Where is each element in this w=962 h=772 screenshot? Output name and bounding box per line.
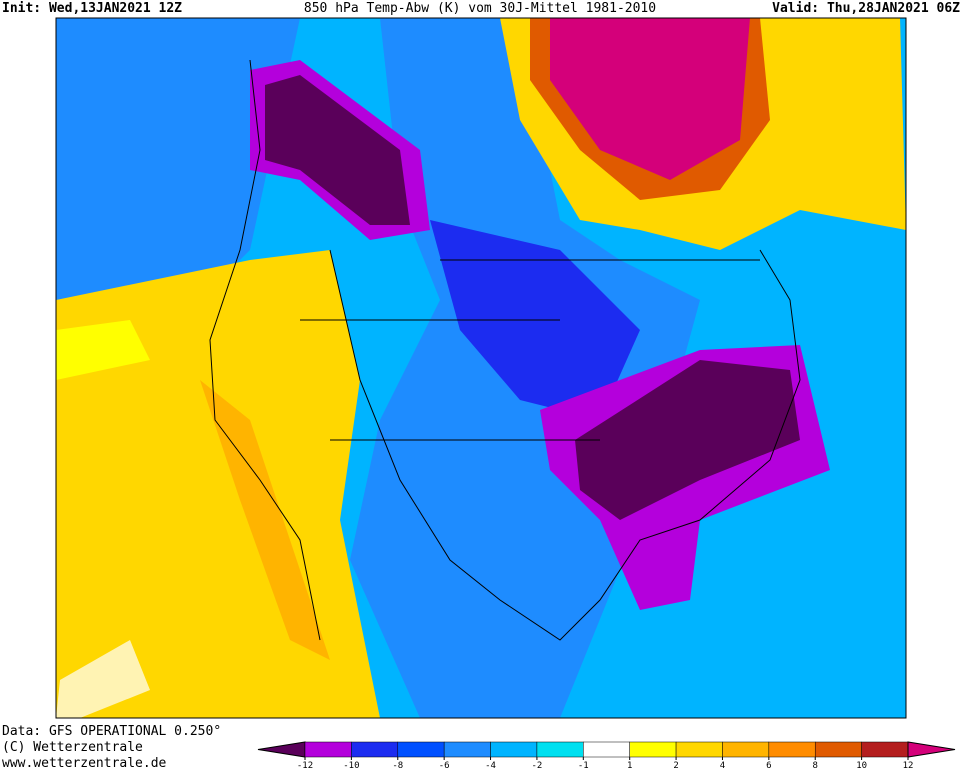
- colorbar-segment: [397, 741, 445, 758]
- colorbar-tick-label: -10: [343, 761, 359, 771]
- colorbar-segment: [722, 741, 770, 758]
- colorbar-low-end: [257, 741, 306, 758]
- colorbar-tick-label: -12: [297, 761, 313, 771]
- colorbar-tick-label: -1: [578, 761, 589, 771]
- colorbar-segment: [768, 741, 816, 758]
- colorbar-segment: [443, 741, 491, 758]
- colorbar-segment: [490, 741, 538, 758]
- website: www.wetterzentrale.de: [2, 756, 167, 771]
- colorbar-high-end: [907, 741, 956, 758]
- colorbar-segment: [304, 741, 352, 758]
- colorbar-segment: [536, 741, 584, 758]
- colorbar-segment: [351, 741, 399, 758]
- init-time: Init: Wed,13JAN2021 12Z: [2, 1, 182, 16]
- colorbar-tick-label: 8: [813, 761, 818, 771]
- colorbar-segment: [861, 741, 909, 758]
- colorbar-segment: [814, 741, 862, 758]
- colorbar-segment: [583, 741, 630, 758]
- valid-time: Valid: Thu,28JAN2021 06Z: [772, 1, 960, 16]
- copyright: (C) Wetterzentrale: [2, 740, 143, 755]
- colorbar-tick-label: -2: [532, 761, 543, 771]
- map-title: 850 hPa Temp-Abw (K) vom 30J-Mittel 1981…: [304, 1, 656, 16]
- colorbar-segment: [675, 741, 723, 758]
- colorbar-tick-label: -6: [439, 761, 450, 771]
- data-source: Data: GFS OPERATIONAL 0.250°: [2, 724, 221, 739]
- colorbar-tick-label: 2: [673, 761, 678, 771]
- colorbar-tick-label: 6: [766, 761, 771, 771]
- colorbar-segment: [629, 741, 677, 758]
- map: [55, 17, 907, 719]
- colorbar-tick-label: -4: [485, 761, 496, 771]
- colorbar-tick-label: 1: [627, 761, 632, 771]
- colorbar-tick-label: 4: [720, 761, 725, 771]
- colorbar-tick-label: 12: [903, 761, 914, 771]
- colorbar-tick-label: -8: [392, 761, 403, 771]
- colorbar-tick-label: 10: [856, 761, 867, 771]
- colorbar: -12 -10 -8 -6 -4 -2 -1 1 2 4 6 8 10 12: [257, 741, 956, 771]
